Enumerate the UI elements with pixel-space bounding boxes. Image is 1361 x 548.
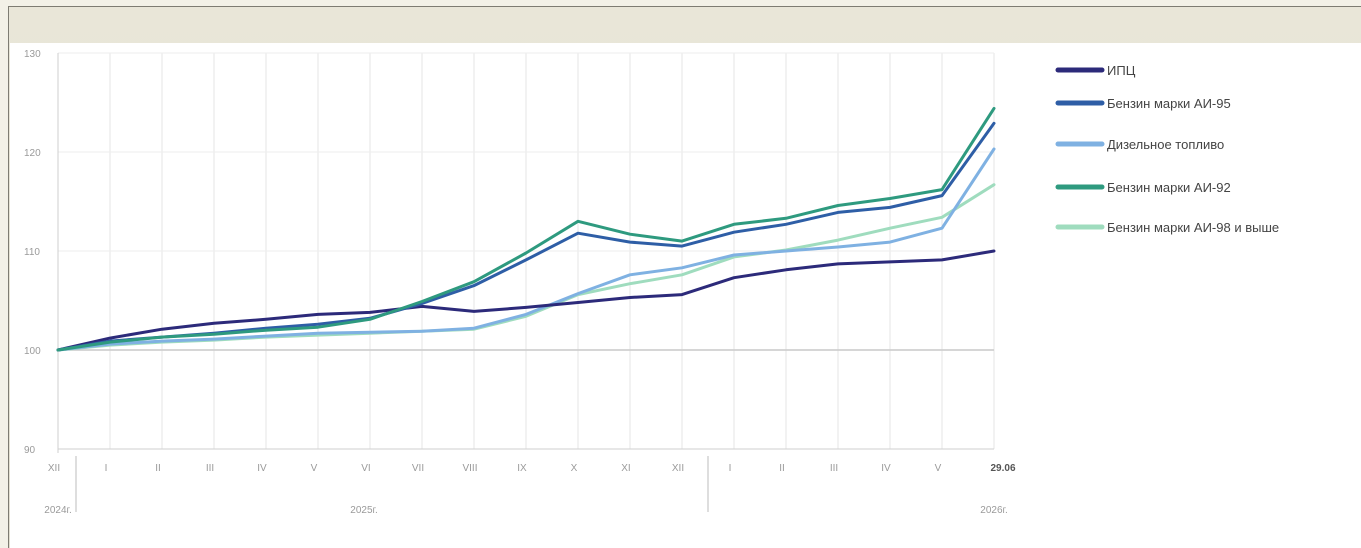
- x-tick-label: IV: [257, 463, 267, 474]
- x-tick-label: VII: [412, 463, 424, 474]
- x-tick-label: I: [105, 463, 108, 474]
- x-tick-label: I: [729, 463, 732, 474]
- year-label: 2026г.: [980, 505, 1007, 516]
- legend-label: Бензин марки АИ-95: [1107, 96, 1231, 111]
- x-tick-label: IV: [881, 463, 891, 474]
- legend-label: Бензин марки АИ-92: [1107, 180, 1231, 195]
- chart-panel: [10, 43, 1361, 548]
- y-tick-label: 130: [24, 49, 41, 60]
- x-tick-label: IX: [517, 463, 527, 474]
- legend: ИПЦ Бензин марки АИ-95 Дизельное топливо Бе…: [1055, 63, 1279, 235]
- y-tick-label: 110: [24, 247, 40, 258]
- legend-label: ИПЦ: [1107, 63, 1136, 78]
- x-tick-label: XII: [672, 463, 684, 474]
- x-tick-label: 29.06: [990, 463, 1015, 474]
- grid: [57, 52, 995, 450]
- x-tick-label: III: [206, 463, 214, 474]
- legend-label: Дизельное топливо: [1107, 137, 1224, 152]
- series-lines: [56, 106, 996, 352]
- series-line: [56, 249, 996, 352]
- y-tick-label: 120: [24, 148, 41, 159]
- series-line: [56, 147, 996, 352]
- x-tick-label: II: [779, 463, 785, 474]
- x-tick-label: II: [155, 463, 161, 474]
- x-tick-label: VIII: [462, 463, 477, 474]
- series-line: [56, 106, 996, 352]
- x-tick-label: X: [571, 463, 578, 474]
- year-label: 2025г.: [350, 505, 377, 516]
- legend-label: Бензин марки АИ-98 и выше: [1107, 220, 1279, 235]
- year-label: 2024г.: [44, 505, 71, 516]
- x-tick-label: V: [311, 463, 318, 474]
- x-tick-label: XI: [621, 463, 630, 474]
- y-tick-label: 90: [24, 445, 36, 456]
- y-tick-label: 100: [24, 346, 41, 357]
- x-tick-label: VI: [361, 463, 370, 474]
- x-tick-label: XII: [48, 463, 60, 474]
- x-tick-label: V: [935, 463, 942, 474]
- x-tick-label: III: [830, 463, 838, 474]
